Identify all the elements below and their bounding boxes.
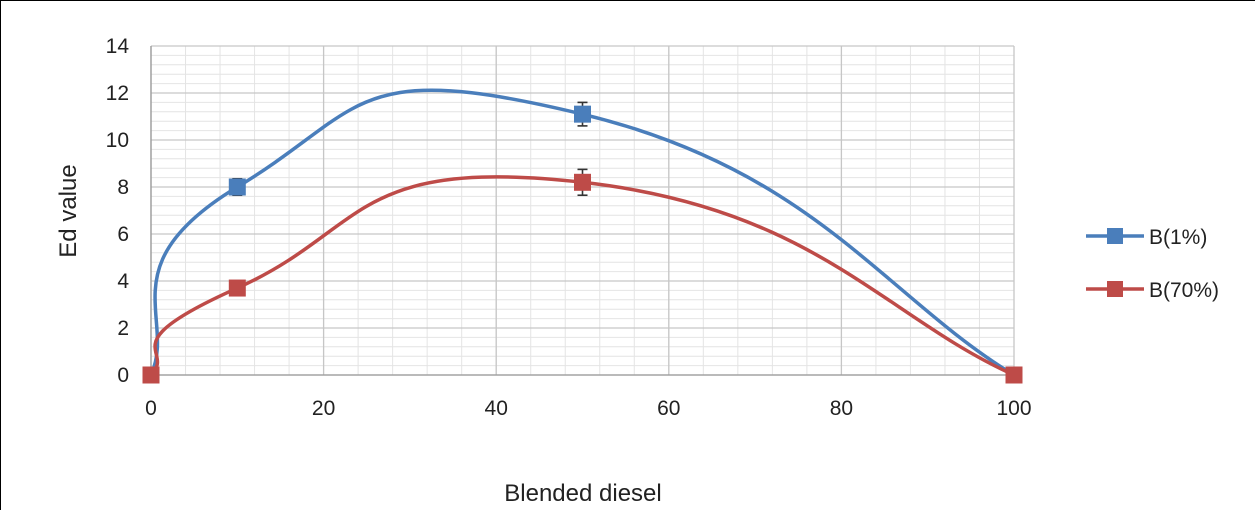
x-axis-title: Blended diesel — [504, 480, 661, 507]
y-tick-labels: 0 2 4 6 8 10 12 14 — [106, 35, 130, 387]
legend-item: B(1%) — [1086, 226, 1207, 249]
minor-gridlines — [151, 46, 1014, 375]
y-tick-label: 8 — [117, 176, 129, 199]
data-point — [228, 178, 246, 196]
x-tick-label: 80 — [830, 397, 853, 420]
y-tick-label: 14 — [106, 35, 130, 58]
y-tick-label: 12 — [106, 82, 129, 105]
legend-item: B(70%) — [1086, 279, 1219, 302]
legend-label: B(1%) — [1149, 226, 1207, 249]
x-tick-labels: 0 20 40 60 80 100 — [145, 397, 1031, 420]
y-tick-label: 2 — [117, 317, 129, 340]
y-tick-label: 4 — [117, 270, 129, 293]
legend-marker — [1107, 281, 1123, 297]
series-line — [149, 175, 1015, 377]
data-point — [228, 279, 246, 297]
x-tick-label: 60 — [657, 397, 680, 420]
series-line — [149, 88, 1015, 377]
y-axis-title: Ed value — [55, 164, 82, 257]
x-tick-label: 40 — [485, 397, 508, 420]
series-1 — [142, 88, 1023, 384]
axes — [150, 46, 1014, 376]
data-point — [574, 173, 591, 191]
data-point — [574, 105, 591, 123]
x-tick-label: 0 — [145, 397, 157, 420]
data-point — [142, 366, 160, 384]
y-tick-label: 6 — [117, 223, 129, 246]
major-gridlines — [150, 45, 1015, 376]
x-tick-label: 20 — [312, 397, 335, 420]
legend-marker — [1107, 228, 1123, 244]
legend: B(1%) B(70%) — [1086, 226, 1219, 302]
x-tick-label: 100 — [996, 397, 1031, 420]
series-layer — [142, 88, 1023, 384]
legend-label: B(70%) — [1149, 279, 1219, 302]
y-tick-label: 10 — [106, 129, 129, 152]
series-2 — [142, 168, 1023, 384]
data-point — [1005, 366, 1023, 384]
y-tick-label: 0 — [117, 364, 129, 387]
